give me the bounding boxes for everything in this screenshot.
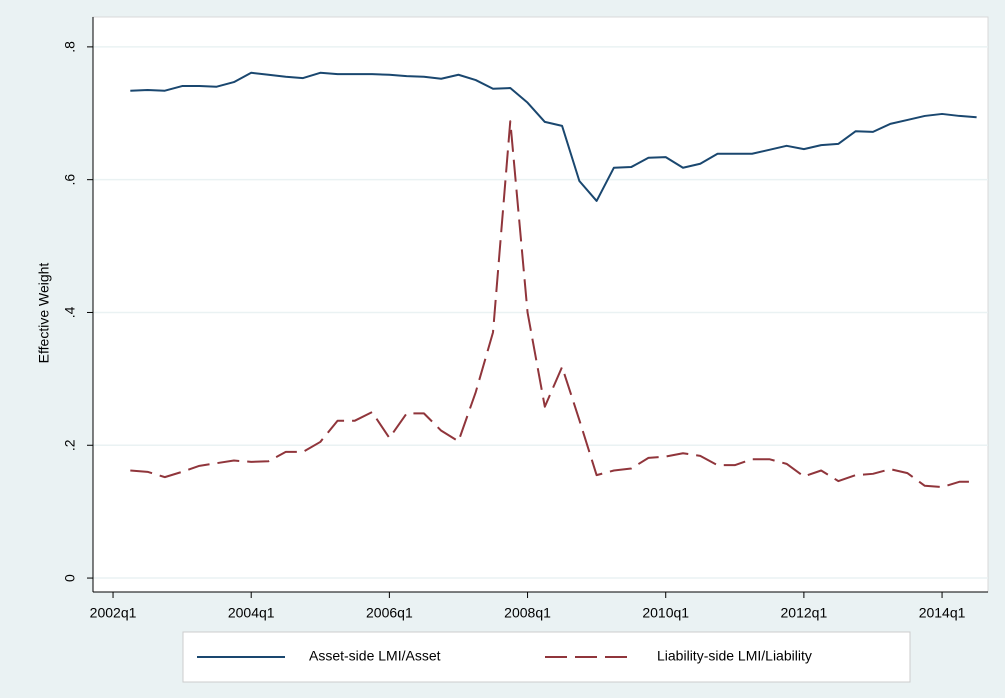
x-tick-label: 2006q1: [366, 605, 413, 621]
x-tick-label: 2010q1: [642, 605, 689, 621]
series-line: [130, 120, 977, 489]
y-axis-label: Effective Weight: [36, 263, 52, 364]
y-tick-label: .4: [62, 306, 78, 318]
y-tick-label: .6: [62, 174, 78, 186]
legend-label: Asset-side LMI/Asset: [309, 648, 441, 664]
plot-area: [92, 16, 989, 593]
x-tick-label: 2012q1: [781, 605, 828, 621]
x-tick-label: 2008q1: [504, 605, 551, 621]
x-tick-label: 2002q1: [90, 605, 137, 621]
legend-label: Liability-side LMI/Liability: [657, 648, 812, 664]
x-tick-label: 2014q1: [919, 605, 966, 621]
series-line: [130, 71, 977, 202]
y-tick-label: .8: [62, 41, 78, 53]
y-tick-label: 0: [62, 574, 78, 582]
x-tick-label: 2004q1: [228, 605, 275, 621]
y-tick-label: .2: [62, 439, 78, 451]
